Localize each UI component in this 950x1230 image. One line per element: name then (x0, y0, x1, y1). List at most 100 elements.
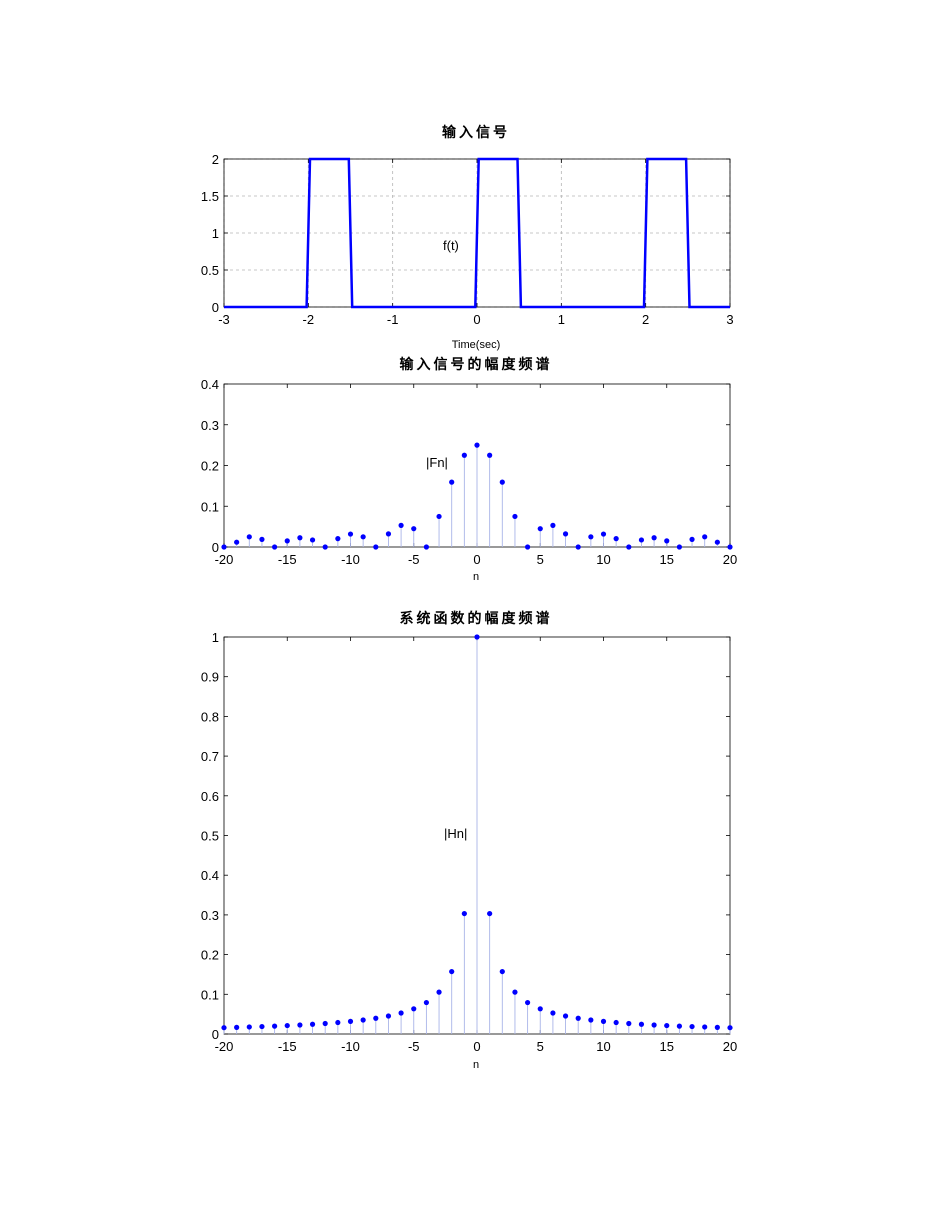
y-tick-label: 0.9 (201, 670, 219, 685)
y-tick-label: 0.7 (201, 749, 219, 764)
x-tick-label: 5 (537, 1039, 544, 1054)
stem-point (702, 534, 708, 540)
x-tick-label: 5 (537, 552, 544, 567)
panel-system-spectrum: 系统函数的幅度频谱 -20 -15 -10 -5 0 5 10 15 20 0 0.1 0.2 0.3 0… (201, 610, 737, 1071)
stem-point (246, 534, 252, 540)
stem-point (676, 544, 683, 550)
stem-point (600, 1018, 607, 1024)
stem-point (259, 536, 265, 542)
stem-point (727, 1025, 733, 1031)
x-tick-label: 3 (726, 312, 733, 327)
stem-point (600, 531, 607, 537)
x-tick-label: -5 (408, 1039, 420, 1054)
x-tick-label: -15 (278, 552, 297, 567)
stem-point (474, 442, 480, 448)
y-tick-label: 0.4 (201, 377, 219, 392)
x-tick-label: -1 (387, 312, 399, 327)
y-tick-label: 0.3 (201, 908, 219, 923)
stem-point (499, 479, 505, 485)
stem-point (613, 536, 619, 542)
x-tick-label: 20 (723, 552, 737, 567)
y-tick-label: 0.2 (201, 459, 219, 474)
stem-point (309, 1021, 316, 1027)
y-tick-label: 0.2 (201, 948, 219, 963)
stem-point (651, 1022, 657, 1028)
stem-point (702, 1024, 708, 1030)
annotation-hn: |Hn| (444, 826, 467, 841)
stem-point (234, 1024, 240, 1030)
stem-point (638, 537, 645, 543)
stem-point (664, 1022, 670, 1029)
stem-point (322, 1020, 328, 1027)
y-tick-label: 0.4 (201, 868, 219, 883)
stem-point (562, 531, 569, 537)
stem-point (449, 968, 455, 975)
series-line (224, 157, 730, 309)
y-tick-label: 0.5 (201, 263, 219, 278)
stem-point (411, 1006, 417, 1012)
stem-point (259, 1023, 265, 1030)
stem-point (272, 544, 278, 550)
stem-point (373, 1015, 379, 1021)
axis-ticks: -20 -15 -10 -5 0 5 10 15 20 0 0.1 0.2 0.3 0.4 0.5 0.6 0.… (201, 630, 737, 1054)
stem-point (284, 1022, 290, 1029)
x-tick-label: 15 (660, 552, 674, 567)
stem-point (246, 1024, 252, 1030)
panel-input-spectrum: 输入信号的幅度频谱 -20 -15 -10 -5 0 5 10 15 20 0 0.1 0.2 0.3 0… (201, 356, 737, 583)
stem-point (335, 1019, 341, 1026)
stem-point (487, 452, 493, 458)
stem-point (613, 1019, 619, 1026)
stem-point (550, 1010, 556, 1016)
x-tick-label: 0 (473, 312, 480, 327)
annotation-fn: |Fn| (426, 455, 448, 470)
stem-point (512, 513, 518, 520)
stem-point (487, 910, 493, 917)
stem-point (297, 535, 303, 541)
y-tick-label: 0.5 (201, 829, 219, 844)
stem-point (575, 1015, 581, 1021)
stem-point (525, 999, 531, 1006)
series-marks (224, 157, 730, 309)
stem-point (347, 531, 354, 537)
stem-point (234, 539, 240, 545)
stem-point (626, 1020, 632, 1027)
stem-point (562, 1013, 569, 1019)
stem-point (638, 1021, 645, 1027)
stem-point (423, 544, 429, 550)
x-tick-label: -20 (215, 1039, 234, 1054)
x-tick-label: 10 (596, 552, 610, 567)
stem-point (550, 522, 556, 528)
y-tick-label: 0 (212, 540, 219, 555)
stem-point (398, 1010, 404, 1016)
stem-point (474, 634, 480, 640)
x-tick-label: -3 (218, 312, 230, 327)
stem-point (297, 1022, 303, 1028)
stem-point (676, 1023, 683, 1029)
stem-point (360, 1017, 366, 1023)
stem-point (588, 1017, 594, 1023)
x-axis-label: Time(sec) (452, 339, 500, 351)
stem-point (588, 534, 594, 540)
y-tick-label: 0.1 (201, 987, 219, 1002)
x-tick-label: 0 (473, 552, 480, 567)
x-tick-label: 10 (596, 1039, 610, 1054)
stem-point (221, 1025, 227, 1031)
y-tick-label: 0.1 (201, 499, 219, 514)
stem-point (651, 535, 657, 541)
x-tick-label: -15 (278, 1039, 297, 1054)
y-tick-label: 0 (212, 1027, 219, 1042)
y-tick-label: 1.5 (201, 189, 219, 204)
x-tick-label: -20 (215, 552, 234, 567)
stem-point (373, 544, 379, 550)
axis-ticks: -3 -2 -1 0 1 2 3 0 0.5 1 1.5 2 (201, 152, 734, 327)
y-tick-label: 1 (212, 226, 219, 241)
x-tick-label: 1 (558, 312, 565, 327)
panel-input-signal: 输入信号 -3 -2 -1 0 1 2 3 0 0.5 1 1.5 2 f(t) Time(sec) (201, 124, 734, 351)
stem-point (664, 538, 670, 544)
series-marks (221, 634, 733, 1034)
stem-point (322, 544, 328, 550)
stem-point (525, 544, 531, 550)
chart-title: 系统函数的幅度频谱 (400, 610, 553, 627)
stem-point (385, 531, 392, 537)
